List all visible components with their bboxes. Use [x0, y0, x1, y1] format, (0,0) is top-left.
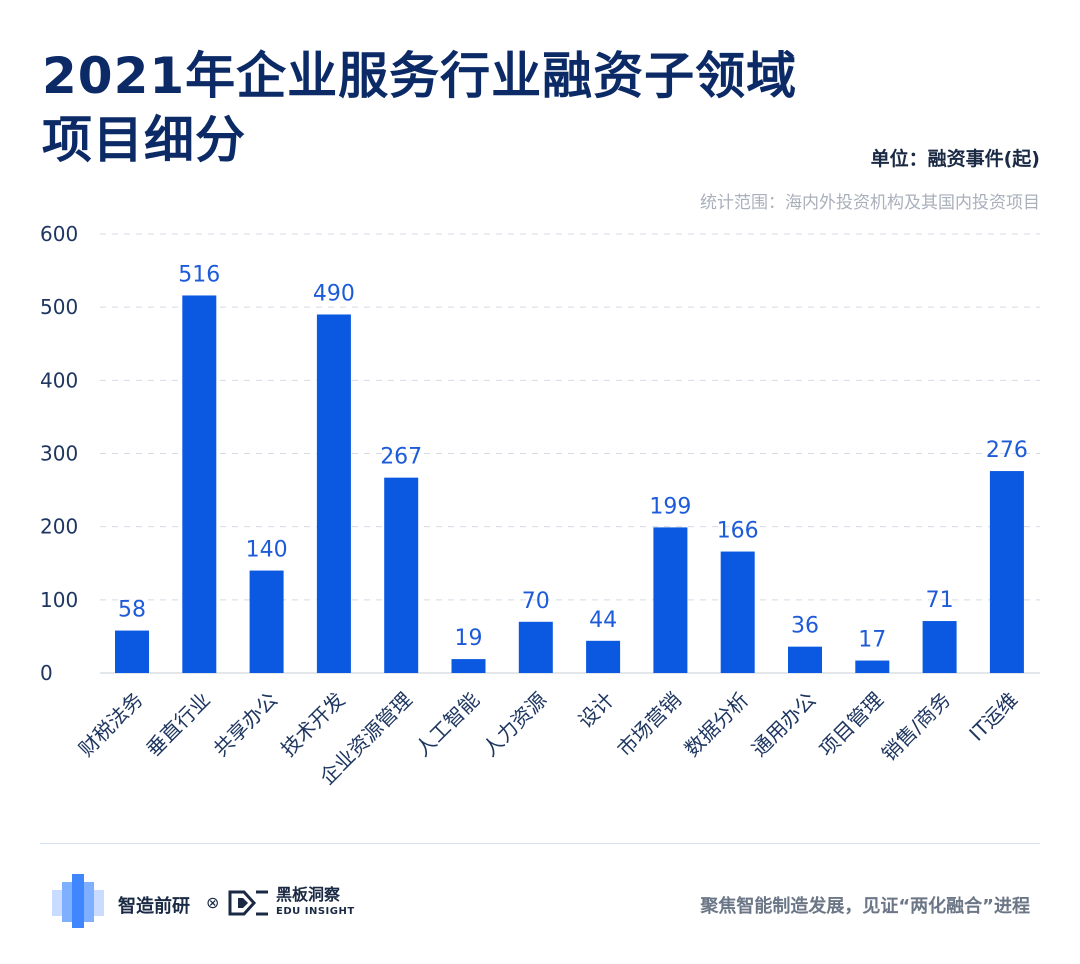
footer-slogan: 聚焦智能制造发展，见证“两化融合”进程: [700, 896, 1030, 917]
data-label: 199: [649, 494, 691, 519]
x-tick-label: 人工智能: [410, 688, 484, 762]
chart-title: 2021年企业服务行业融资子领域 项目细分: [42, 44, 797, 172]
bar-chart: 0 100 200 300 400 500 600 58 财税法务 516 垂直行业 140 共享办公 4…: [40, 222, 1040, 789]
bar: [316, 314, 351, 673]
x-tick-label: 共享办公: [209, 688, 283, 762]
x-tick-label: 财税法务: [74, 688, 148, 762]
brand-logo-icon: [52, 874, 104, 928]
x-tick-label: 设计: [573, 688, 618, 733]
brand-name: 智造前研: [118, 896, 190, 917]
y-tick-label: 400: [40, 368, 78, 392]
footer-divider: [40, 843, 1040, 844]
bar: [989, 471, 1024, 673]
bar: [586, 640, 621, 673]
x-tick-label: 销售/商务: [877, 688, 955, 766]
x-tick-label: 垂直行业: [141, 688, 215, 762]
data-label: 17: [858, 628, 886, 653]
bar: [451, 659, 486, 673]
data-label: 44: [589, 608, 617, 633]
partner-logo-icon: [228, 890, 268, 916]
bar: [922, 621, 957, 673]
bar: [653, 527, 688, 673]
partnership-cross: ⊗: [206, 893, 220, 912]
partner-subtitle: EDU INSIGHT: [276, 906, 355, 917]
title-line-1: 2021年企业服务行业融资子领域: [42, 47, 798, 105]
y-tick-label: 500: [40, 295, 78, 319]
x-tick-label: IT运维: [964, 688, 1022, 746]
bar: [115, 630, 149, 673]
bar: [249, 570, 284, 673]
x-tick-label: 市场营销: [612, 688, 686, 762]
bar: [720, 551, 755, 673]
data-label: 166: [717, 519, 759, 544]
title-line-2: 项目细分: [42, 111, 246, 169]
bar: [855, 660, 890, 673]
y-tick-label: 0: [40, 661, 53, 685]
partner-name: 黑板洞察: [276, 885, 341, 904]
x-tick-label: 数据分析: [680, 688, 754, 762]
data-label: 516: [178, 262, 220, 287]
data-label: 267: [380, 445, 422, 470]
y-tick-label: 100: [40, 588, 78, 612]
data-label: 276: [986, 438, 1028, 463]
data-label: 71: [926, 588, 954, 613]
data-label: 70: [522, 589, 550, 614]
data-label: 19: [455, 626, 483, 651]
scope-note: 统计范围：海内外投资机构及其国内投资项目: [700, 193, 1040, 213]
bar: [788, 646, 822, 673]
y-tick-label: 200: [40, 515, 78, 539]
bar: [518, 621, 553, 673]
y-tick-label: 600: [40, 222, 78, 246]
data-label: 490: [313, 281, 355, 306]
data-label: 36: [791, 614, 819, 639]
x-tick-label: 通用办公: [747, 688, 821, 762]
data-label: 140: [246, 538, 288, 563]
y-tick-label: 300: [40, 442, 78, 466]
bar: [384, 477, 419, 673]
unit-label: 单位：融资事件(起): [870, 148, 1040, 170]
x-tick-label: 人力资源: [478, 688, 552, 762]
data-label: 58: [118, 598, 146, 623]
bar: [182, 295, 217, 673]
